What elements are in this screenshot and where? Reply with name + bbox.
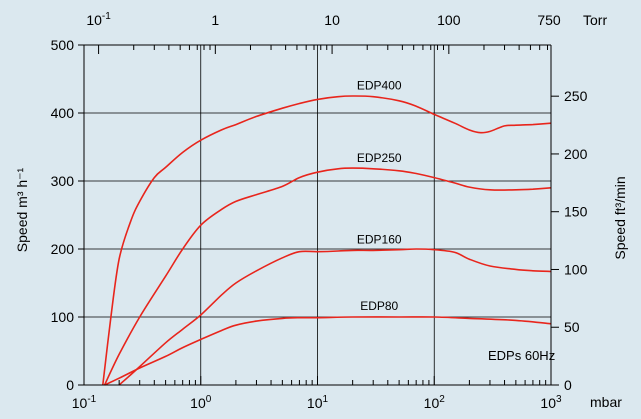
- x-tick-label-top: 750: [537, 12, 561, 28]
- chart-annotation: EDPs 60Hz: [488, 348, 555, 363]
- y-tick-label-left: 0: [66, 377, 74, 393]
- series-label-edp250: EDP250: [357, 151, 402, 165]
- x-tick-label-bottom: 101: [307, 394, 329, 411]
- y-tick-label-left: 400: [51, 105, 75, 121]
- axes: [78, 44, 559, 386]
- x-tick-label-top: 10-1: [86, 11, 111, 28]
- x-tick-label-bottom: 102: [424, 394, 446, 411]
- x-axis-unit-top: Torr: [583, 12, 607, 28]
- y-tick-label-right: 100: [564, 261, 588, 277]
- y-tick-label-right: 250: [564, 88, 588, 104]
- x-axis-unit-bottom: mbar: [590, 394, 622, 410]
- y-tick-label-right: 50: [564, 319, 580, 335]
- series-line-edp250: [103, 167, 552, 386]
- y-tick-label-left: 100: [51, 309, 75, 325]
- x-tick-label-top: 100: [437, 12, 461, 28]
- x-tick-label-top: 10: [324, 12, 340, 28]
- series-label-edp400: EDP400: [357, 79, 402, 93]
- y-tick-label-left: 500: [51, 37, 75, 53]
- y-tick-label-right: 200: [564, 146, 588, 162]
- speed-curves: [102, 95, 552, 386]
- y-axis-label-left: Speed m³ h⁻¹: [14, 167, 30, 252]
- series-line-edp80: [104, 316, 552, 386]
- x-tick-label-top: 1: [211, 12, 219, 28]
- y-tick-label-right: 150: [564, 204, 588, 220]
- y-tick-label-left: 200: [51, 241, 75, 257]
- x-tick-label-bottom: 100: [190, 394, 212, 411]
- y-axis-label-right: Speed ft³/min: [612, 176, 628, 259]
- series-line-edp400: [102, 95, 552, 386]
- grid: [84, 45, 551, 385]
- series-label-edp160: EDP160: [357, 232, 402, 246]
- x-tick-label-bottom: 103: [540, 394, 562, 411]
- series-label-edp80: EDP80: [360, 299, 398, 313]
- series-line-edp160: [118, 248, 552, 386]
- y-tick-label-left: 300: [51, 173, 75, 189]
- x-tick-label-bottom: 10-1: [72, 394, 97, 411]
- y-tick-label-right: 0: [564, 377, 572, 393]
